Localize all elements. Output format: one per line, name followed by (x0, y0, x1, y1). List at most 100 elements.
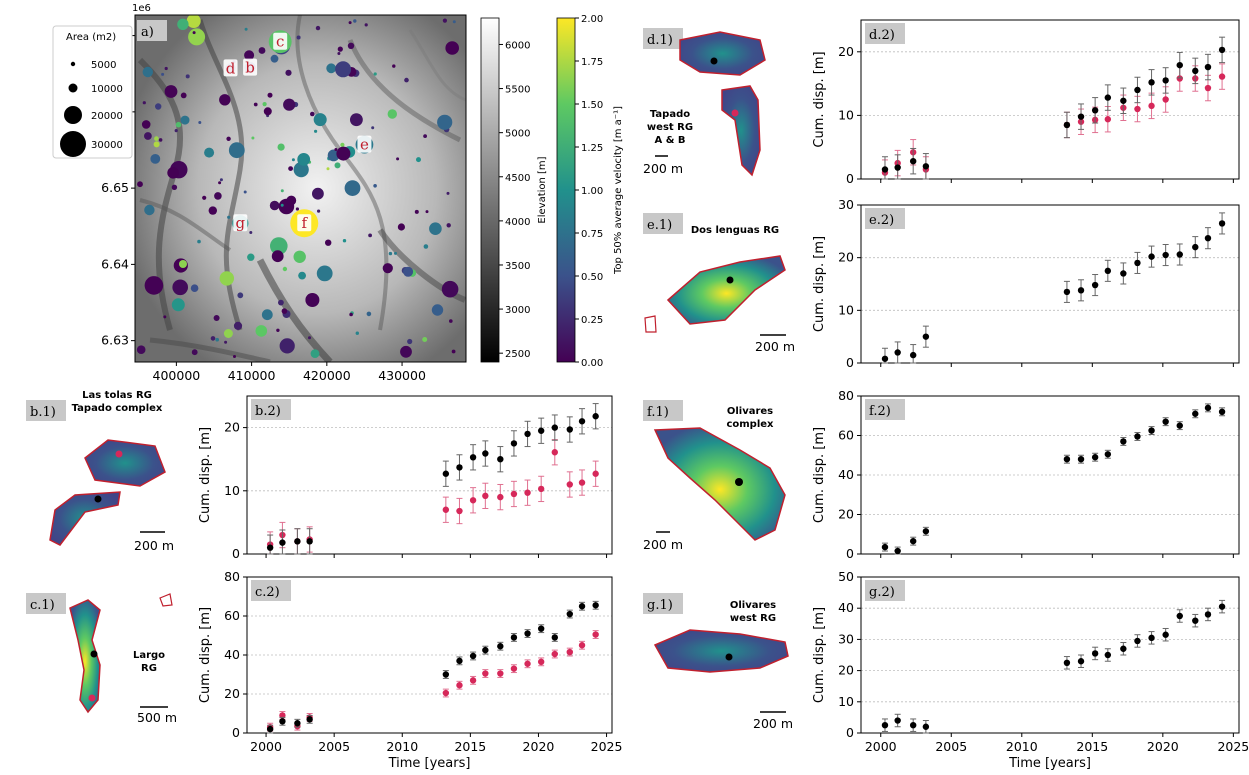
inset-e1-point-black (726, 276, 734, 284)
series (266, 439, 599, 555)
data-point (1104, 451, 1112, 458)
data-point (1104, 267, 1112, 275)
glacier-dot (283, 98, 296, 111)
x-tick-label: 2015 (1076, 739, 1108, 754)
glacier-dot (192, 31, 196, 35)
inset-d1-glacier-upper (679, 31, 766, 76)
glacier-dot (314, 129, 318, 133)
inset-b1-scale: 200 m (134, 538, 174, 553)
legend-marker-10000 (68, 83, 78, 93)
glacier-dot (144, 276, 164, 295)
y-axis-label: Cum. disp. [m] (812, 607, 827, 703)
glacier-dot (270, 54, 279, 63)
colorbar-tick-label: 6000 (505, 40, 530, 51)
data-point (456, 464, 463, 471)
data-point (1218, 603, 1226, 610)
data-point (1218, 46, 1226, 54)
inset-g1-title-1: Olivares (730, 600, 776, 611)
glacier-dot (233, 355, 236, 358)
data-point (294, 720, 301, 727)
data-point (566, 610, 573, 618)
data-point (1218, 73, 1226, 80)
glacier-dot (340, 142, 345, 147)
data-point (551, 449, 558, 456)
glacier-dot (344, 180, 361, 197)
glacier-c-label: c (276, 33, 284, 51)
inset-e1-label: e.1) (647, 218, 672, 233)
map-x-tick-label: 430000 (378, 368, 426, 383)
glacier-dot (282, 266, 288, 272)
glacier-dot (280, 203, 284, 207)
data-point (1162, 418, 1169, 425)
glacier-dot (437, 114, 453, 130)
colorbar-tick-label: 1.50 (581, 100, 603, 111)
glacier-dot (219, 94, 231, 106)
glacier-dot (293, 162, 309, 178)
y-tick-label: 20 (224, 686, 240, 701)
glacier-dot (349, 312, 353, 317)
inset-c1-label-bg (26, 593, 66, 614)
series (266, 403, 599, 555)
data-point (909, 722, 917, 729)
inset-c1-point-black (90, 650, 98, 658)
y-tick-label: 0 (232, 546, 240, 561)
inset-f1-point-black (735, 478, 743, 486)
glacier-dot (270, 237, 288, 255)
data-point (592, 470, 599, 477)
velocity-colorbar-ticks: 0.00 0.25 0.50 0.75 1.00 1.25 1.50 1.75 2.00 (575, 14, 603, 369)
glacier-dot (142, 101, 146, 105)
panel-label-bg (865, 399, 905, 420)
inset-d1-label: d.1) (647, 33, 673, 48)
colorbar-tick-label: 5500 (505, 85, 530, 96)
data-point (510, 490, 518, 498)
glacier-dot (177, 18, 189, 30)
data-point (1176, 251, 1183, 258)
inset-b1-label-bg (26, 400, 66, 421)
inset-b1-label: b.1) (30, 405, 56, 420)
legend-box (52, 25, 133, 159)
glacier-dot (228, 142, 245, 159)
glacier-dot (368, 233, 372, 238)
glacier-d-label-bg (223, 59, 238, 77)
data-point (469, 497, 477, 504)
glacier-dot (164, 66, 168, 71)
data-point (894, 349, 901, 356)
panel-label: b.2) (255, 404, 281, 419)
data-point (881, 166, 889, 173)
glacier-dot (136, 345, 146, 355)
glacier-dot (423, 134, 427, 139)
data-point (1077, 658, 1085, 665)
data-point (578, 603, 586, 610)
data-point (1091, 107, 1099, 114)
data-point (894, 164, 901, 171)
panel-g2: 0 10 20 30 40 50 2000 2005 2010 2015 2020 2025 g.2) C… (812, 569, 1249, 771)
glacier-dot (233, 321, 243, 330)
inset-f1-title-1: Olivares (727, 406, 773, 417)
legend-entry-10000: 10000 (91, 84, 123, 95)
glacier-dot (316, 265, 333, 282)
glacier-dot (224, 340, 228, 344)
series (266, 600, 599, 734)
data-point (1162, 77, 1169, 84)
y-axis-label: Cum. disp. [m] (198, 607, 213, 703)
inset-f1: f.1) Olivares complex 200 m (643, 400, 786, 552)
glacier-dot (269, 200, 280, 211)
data-point (578, 418, 586, 425)
glacier-dot (191, 349, 198, 356)
data-point (497, 643, 504, 650)
inset-b1: b.1) Las tolas RG Tapado complex 200 m (26, 390, 174, 553)
data-point (279, 718, 286, 725)
glacier-dot (277, 143, 285, 151)
data-point (894, 547, 901, 555)
series (266, 630, 599, 732)
glacier-dot (392, 64, 396, 68)
inset-f1-title-2: complex (726, 419, 774, 430)
data-point (1148, 102, 1155, 110)
axes-frame (860, 19, 1240, 180)
data-point (442, 671, 450, 678)
data-point (524, 630, 531, 637)
x-tick-label: 2000 (250, 739, 282, 754)
data-point (1134, 105, 1141, 113)
glacier-dot (244, 50, 255, 61)
glacier-dot (342, 239, 347, 243)
